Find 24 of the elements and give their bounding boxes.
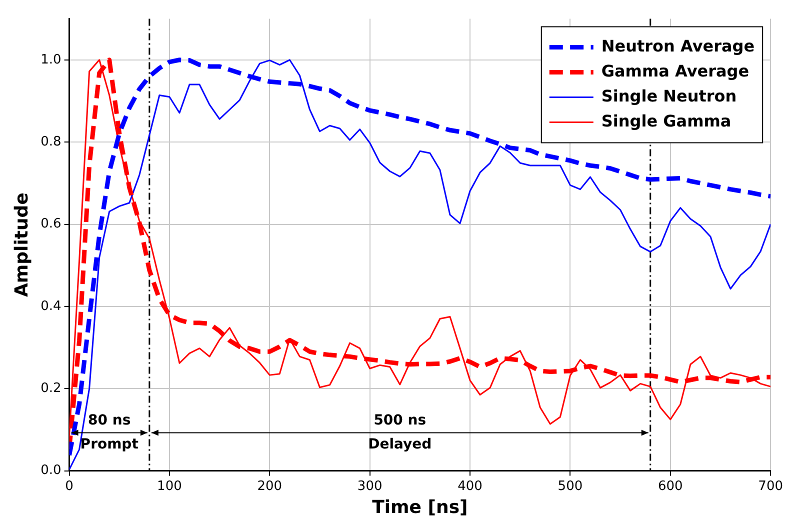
- y-tick-label: 0.4: [40, 298, 62, 314]
- annotation: Prompt: [80, 436, 139, 452]
- legend-label: Single Gamma: [601, 111, 732, 130]
- y-tick-label: 0.6: [40, 216, 62, 232]
- x-tick-label: 400: [458, 478, 482, 494]
- y-tick-label: 0.0: [40, 463, 62, 478]
- annotation: 500 ns: [374, 412, 426, 428]
- y-axis-title: Amplitude: [11, 192, 32, 298]
- x-tick-label: 100: [157, 478, 182, 494]
- legend-label: Single Neutron: [601, 86, 737, 106]
- y-tick-label: 1.0: [40, 52, 62, 68]
- x-tick-label: 700: [758, 478, 784, 494]
- y-tick-label: 0.8: [40, 134, 62, 150]
- x-tick-label: 200: [257, 478, 282, 494]
- x-axis-title: Time [ns]: [372, 496, 468, 518]
- annotation: 80 ns: [88, 412, 131, 428]
- y-tick-label: 0.2: [40, 380, 62, 396]
- x-tick-label: 600: [658, 478, 683, 494]
- legend-label: Neutron Average: [601, 36, 755, 56]
- x-tick-label: 300: [357, 478, 382, 494]
- legend-label: Gamma Average: [601, 61, 750, 80]
- x-tick-label: 500: [558, 478, 583, 494]
- annotation: Delayed: [368, 436, 432, 452]
- x-tick-label: 0: [65, 478, 74, 494]
